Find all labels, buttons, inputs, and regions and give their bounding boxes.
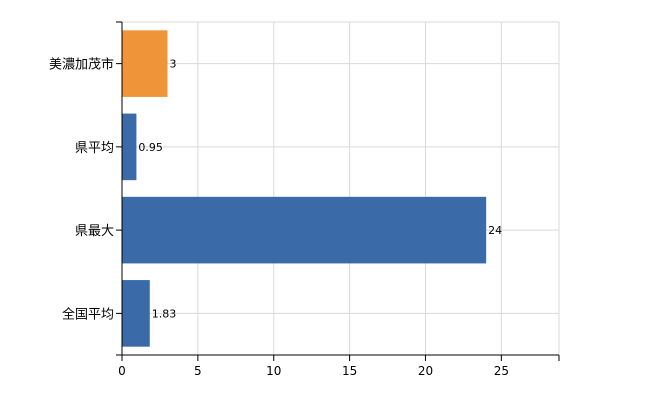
data-label: 0.95: [138, 141, 163, 154]
x-tick-label: 15: [342, 364, 357, 378]
x-tick-label: 10: [266, 364, 281, 378]
category-label: 全国平均: [62, 306, 114, 322]
category-label: 県平均: [75, 141, 114, 156]
bar: [122, 113, 137, 181]
data-label: 24: [488, 224, 502, 237]
category-label: 美濃加茂市: [49, 57, 114, 73]
data-label: 3: [170, 58, 177, 71]
x-tick-label: 25: [494, 364, 509, 378]
x-tick-label: 5: [194, 364, 202, 378]
category-label: 県最大: [75, 224, 114, 239]
axes: [116, 21, 560, 361]
bar: [122, 280, 150, 347]
bars: [122, 30, 487, 347]
x-tick-label: 20: [418, 364, 433, 378]
bar: [122, 196, 487, 264]
x-tick-label: 0: [118, 364, 126, 378]
data-label: 1.83: [152, 307, 177, 320]
gridlines: [122, 21, 560, 355]
bar: [122, 30, 168, 97]
